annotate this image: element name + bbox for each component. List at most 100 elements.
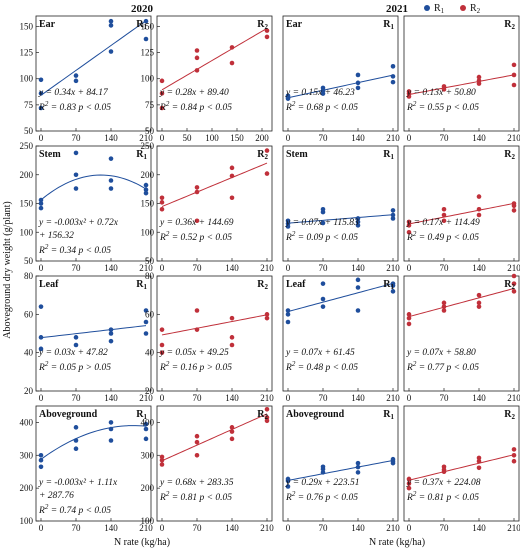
y-tick-label: 100: [141, 516, 155, 526]
data-point: [406, 476, 412, 482]
x-tick-label: 140: [472, 263, 486, 273]
y-tick-label: 80: [24, 271, 34, 281]
data-point: [159, 457, 165, 463]
panel-2021-leaf-r1: 0 70 140 210 Leaf R1 y = 0.07x + 61.45 R2 = 0.4…: [282, 275, 400, 403]
x-tick-label: 70: [72, 263, 82, 273]
fit-line: [408, 202, 515, 225]
data-point: [320, 85, 326, 91]
data-point: [229, 195, 235, 201]
r-squared: R2 = 0.16 p > 0.05: [159, 360, 232, 373]
data-point: [476, 292, 482, 298]
data-point: [355, 308, 361, 313]
r-squared: R2 = 0.84 p < 0.05: [159, 100, 232, 113]
panel-title: Ear: [286, 19, 303, 30]
fit-equation: y = 0.07x + 115.83: [285, 218, 359, 228]
data-point: [73, 342, 79, 348]
panel-tag: R1: [136, 149, 147, 161]
data-point: [108, 156, 114, 161]
fit-equation: y = -0.003x² + 1.11x: [38, 478, 118, 488]
panel-frame: [282, 15, 399, 132]
r-squared: R2 = 0.05 p > 0.05: [38, 360, 111, 373]
r-squared: R2 = 0.81 p < 0.05: [406, 490, 479, 503]
panel-tag: R2: [504, 279, 515, 291]
x-tick-label: 210: [139, 523, 153, 533]
data-point: [194, 218, 200, 224]
x-tick-label: 210: [386, 523, 400, 533]
data-point: [355, 216, 361, 221]
panel-tag: R1: [383, 279, 394, 291]
y-tick-label: 150: [20, 21, 34, 31]
data-point: [143, 319, 149, 325]
data-point: [355, 285, 361, 290]
panel-2021-aboveground-r2: 0 70 140 210 R2 y = 0.37x + 224.08 R2 = 0.81 p…: [403, 405, 520, 533]
data-point: [159, 200, 165, 205]
fit-equation: y = -0.003x² + 0.72x: [38, 218, 119, 228]
y-tick-label: 80: [145, 271, 155, 281]
data-point: [320, 281, 326, 286]
data-point: [229, 173, 235, 179]
fit-equation: y = 0.07x + 61.45: [285, 348, 355, 358]
data-point: [320, 206, 326, 212]
data-point: [108, 327, 114, 332]
data-point: [159, 327, 165, 332]
x-tick-label: 140: [351, 393, 365, 403]
fit-equation: y = 0.34x + 84.17: [38, 88, 109, 98]
y-tick-label: 20: [24, 386, 34, 396]
panel-frame: [403, 15, 520, 132]
panel-tag: R2: [257, 19, 268, 31]
x-tick-label: 210: [507, 523, 520, 533]
data-point: [38, 346, 44, 352]
data-point: [73, 425, 79, 430]
panel-title: Aboveground: [286, 409, 345, 420]
data-point: [73, 335, 79, 340]
data-point: [108, 186, 114, 191]
fit-equation: y = 0.28x + 89.40: [159, 88, 229, 98]
data-point: [285, 218, 291, 224]
y-tick-label: 50: [145, 126, 155, 136]
data-point: [159, 342, 165, 348]
data-point: [406, 485, 412, 491]
data-point: [194, 48, 200, 53]
x-tick-label: 150: [230, 133, 244, 143]
x-tick-label: 70: [193, 393, 203, 403]
legend-marker-r1: [424, 5, 430, 11]
x-axis-label-2021: N rate (kg/ha): [369, 537, 425, 548]
y-tick-label: 125: [20, 48, 34, 58]
panel-title: Aboveground: [39, 409, 98, 420]
panel-2021-ear-r1: 0 70 140 210 Ear R1 y = 0.15x + 46.23 R2 = 0.68…: [282, 15, 400, 143]
legend-label-r2: R2: [470, 3, 481, 15]
fit-line: [287, 214, 394, 224]
y-tick-label: 100: [141, 227, 155, 237]
fit-line: [287, 74, 394, 99]
panel-frame: [282, 275, 399, 392]
x-tick-label: 210: [139, 133, 153, 143]
y-tick-label: 150: [20, 199, 34, 209]
x-tick-label: 140: [351, 133, 365, 143]
fit-equation: y = 0.17x + 114.49: [406, 218, 480, 228]
year-label-2020: 2020: [131, 3, 154, 15]
data-point: [194, 327, 200, 332]
data-point: [194, 308, 200, 313]
y-tick-label: 150: [141, 21, 155, 31]
x-tick-label: 210: [139, 393, 153, 403]
data-point: [476, 212, 482, 218]
data-point: [441, 308, 447, 313]
fit-line: [408, 454, 515, 481]
y-tick-label: 75: [145, 100, 155, 110]
data-point: [320, 470, 326, 475]
data-point: [511, 82, 517, 88]
data-point: [476, 455, 482, 461]
fit-equation: y = 0.29x + 223.51: [285, 478, 360, 488]
r-squared: R2 = 0.77 p < 0.05: [406, 360, 479, 373]
data-point: [143, 436, 149, 442]
data-point: [390, 456, 396, 462]
x-tick-label: 70: [319, 393, 329, 403]
panel-tag: R2: [257, 279, 268, 291]
x-tick-label: 0: [286, 133, 291, 143]
x-tick-label: 0: [407, 523, 412, 533]
x-tick-label: 70: [440, 393, 450, 403]
x-tick-label: 0: [286, 263, 291, 273]
panel-tag: R2: [257, 409, 268, 421]
y-tick-label: 200: [141, 170, 155, 180]
